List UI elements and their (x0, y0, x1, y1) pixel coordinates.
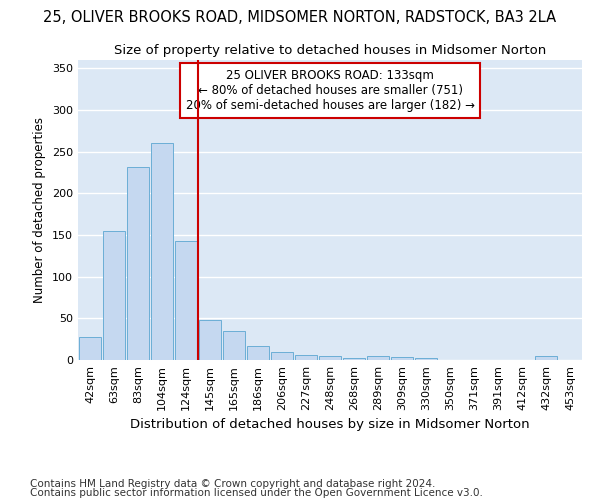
Text: Contains public sector information licensed under the Open Government Licence v3: Contains public sector information licen… (30, 488, 483, 498)
Bar (175, 241, 197, 360)
Bar (223, 331, 245, 360)
Bar (151, 144, 173, 360)
Bar (391, 356, 413, 360)
Title: Size of property relative to detached houses in Midsomer Norton: Size of property relative to detached ho… (114, 44, 546, 58)
Text: 25, OLIVER BROOKS ROAD, MIDSOMER NORTON, RADSTOCK, BA3 2LA: 25, OLIVER BROOKS ROAD, MIDSOMER NORTON,… (43, 10, 557, 25)
Bar (319, 356, 341, 360)
Bar (199, 320, 221, 360)
Bar (535, 356, 557, 360)
Bar (415, 358, 437, 360)
Bar (79, 336, 101, 360)
Bar (247, 346, 269, 360)
Bar (367, 356, 389, 360)
Bar (127, 166, 149, 360)
X-axis label: Distribution of detached houses by size in Midsomer Norton: Distribution of detached houses by size … (130, 418, 530, 432)
Y-axis label: Number of detached properties: Number of detached properties (34, 117, 46, 303)
Bar (343, 358, 365, 360)
Bar (295, 355, 317, 360)
Bar (271, 352, 293, 360)
Text: Contains HM Land Registry data © Crown copyright and database right 2024.: Contains HM Land Registry data © Crown c… (30, 479, 436, 489)
Bar (103, 231, 125, 360)
Text: 25 OLIVER BROOKS ROAD: 133sqm
← 80% of detached houses are smaller (751)
20% of : 25 OLIVER BROOKS ROAD: 133sqm ← 80% of d… (185, 69, 475, 112)
